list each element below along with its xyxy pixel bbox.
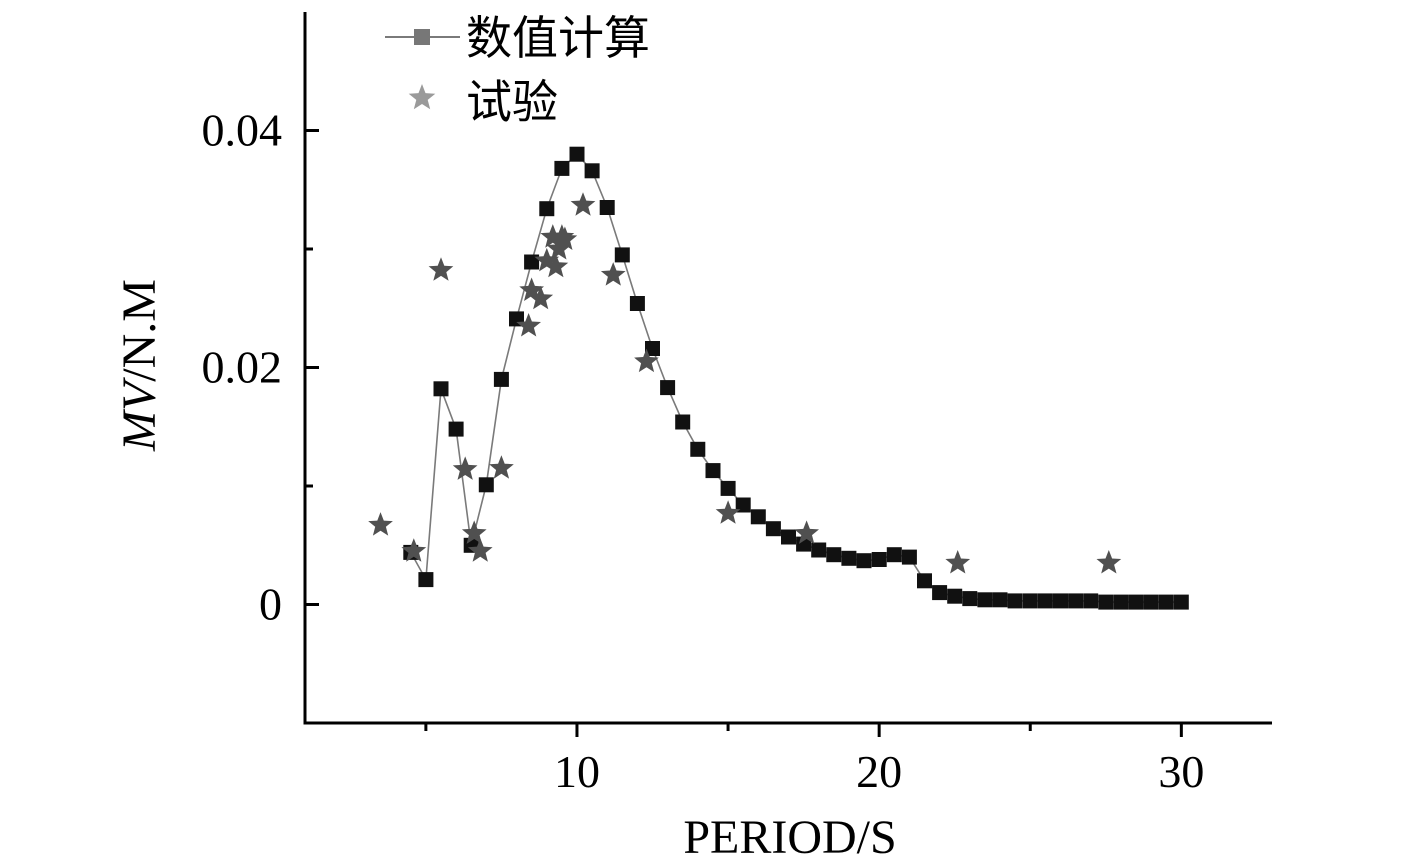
experiment-point [570, 192, 596, 216]
numeric-point [645, 341, 660, 356]
experiment-point [540, 224, 566, 248]
numeric-point [1173, 594, 1189, 610]
numeric-point [750, 509, 766, 525]
legend-numeric-marker [414, 29, 430, 45]
numeric-point [735, 497, 751, 513]
experiment-point [543, 253, 569, 278]
numeric-point [1053, 593, 1068, 609]
x-axis-title: PERIOD/S [683, 811, 896, 864]
y-axis-title-unit: /N.M [113, 279, 166, 382]
experiment-point [519, 277, 544, 301]
numeric-point [660, 380, 676, 396]
numeric-point [524, 254, 540, 270]
legend-numeric-label: 数值计算 [466, 11, 650, 65]
numeric-point [569, 146, 585, 162]
numeric-point [1143, 594, 1159, 610]
experiment-point [467, 538, 493, 562]
experiment-point [368, 512, 393, 536]
numeric-point [1098, 594, 1114, 610]
experiment-series-markers [368, 192, 1122, 574]
numeric-point [811, 542, 827, 558]
experiment-point [552, 226, 578, 250]
experiment-point [428, 257, 454, 281]
experiment-point [715, 500, 741, 524]
y-tick-label: 0.02 [202, 342, 283, 393]
experiment-point [489, 455, 514, 479]
numeric-point [720, 480, 736, 496]
experiment-point [401, 538, 427, 562]
numeric-series-line [410, 153, 1182, 603]
experiment-point [528, 285, 554, 310]
legend: 数值计算 试验 [385, 11, 650, 129]
numeric-point [962, 591, 978, 607]
experiment-point [600, 262, 626, 286]
y-axis-title: MV/N.M [113, 279, 166, 452]
experiment-point [534, 247, 560, 272]
y-axis-title-symbol: MV [113, 377, 166, 452]
numeric-point [765, 521, 781, 537]
x-ticks: 10 20 30 [424, 723, 1204, 797]
y-tick-label: 0.04 [202, 105, 283, 156]
experiment-point [461, 520, 487, 544]
numeric-point [584, 163, 600, 179]
x-tick-label: 20 [856, 746, 902, 797]
numeric-point [599, 200, 615, 215]
numeric-point [554, 160, 570, 176]
numeric-point [977, 592, 993, 608]
numeric-point [796, 536, 812, 552]
numeric-series-markers [403, 146, 1189, 610]
x-tick-label: 10 [554, 746, 600, 797]
experiment-point [794, 520, 819, 544]
numeric-point [433, 381, 449, 397]
numeric-point [826, 547, 842, 563]
x-tick-label: 30 [1158, 746, 1204, 797]
y-ticks: 0 0.02 0.04 [202, 105, 319, 725]
numeric-point [539, 201, 555, 217]
experiment-point [452, 456, 478, 480]
numeric-point [1007, 593, 1023, 609]
experiment-point [1096, 550, 1122, 574]
numeric-point [1128, 594, 1144, 610]
numeric-point [1113, 594, 1129, 610]
numeric-point [871, 552, 887, 567]
numeric-point [1158, 594, 1174, 610]
numeric-point [418, 572, 434, 588]
axes: 10 20 30 0 0.02 0.04 [202, 12, 1272, 797]
numeric-point [856, 553, 872, 569]
experiment-point [945, 550, 971, 574]
experiment-point [516, 313, 541, 337]
numeric-point [1037, 593, 1053, 609]
numeric-point [1022, 593, 1038, 609]
y-tick-label: 0 [259, 579, 282, 630]
numeric-point [1083, 593, 1099, 609]
numeric-point [901, 549, 917, 565]
numeric-point [448, 421, 464, 437]
numeric-point [992, 592, 1008, 608]
numeric-point [886, 547, 902, 563]
numeric-point [781, 529, 796, 545]
numeric-point [705, 463, 721, 479]
plot-area [368, 146, 1189, 610]
numeric-point [629, 296, 645, 311]
legend-experiment-label: 试验 [466, 75, 558, 129]
numeric-point [1068, 593, 1084, 609]
numeric-point [675, 414, 691, 430]
numeric-point [917, 573, 932, 589]
legend-experiment-marker [408, 84, 436, 110]
numeric-point [614, 247, 630, 263]
numeric-point [493, 371, 509, 387]
experiment-point [634, 348, 659, 373]
numeric-point [690, 441, 706, 457]
numeric-point [932, 585, 948, 601]
numeric-point [947, 588, 963, 604]
numeric-point [478, 477, 494, 493]
numeric-point [841, 550, 857, 566]
